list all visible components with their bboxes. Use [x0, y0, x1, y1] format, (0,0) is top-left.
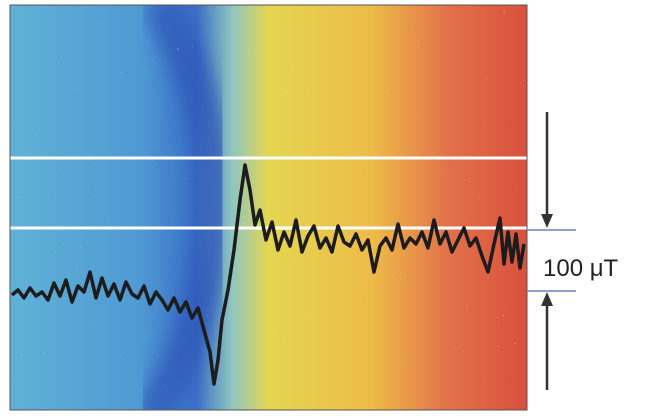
speckle-red: [10, 5, 527, 410]
frame: [9, 4, 528, 411]
scale-label: 100 μT: [543, 255, 619, 282]
arrow-head: [541, 214, 553, 228]
field-map: [10, 5, 527, 410]
field-trace: [10, 163, 526, 386]
arrow-head: [541, 292, 553, 306]
